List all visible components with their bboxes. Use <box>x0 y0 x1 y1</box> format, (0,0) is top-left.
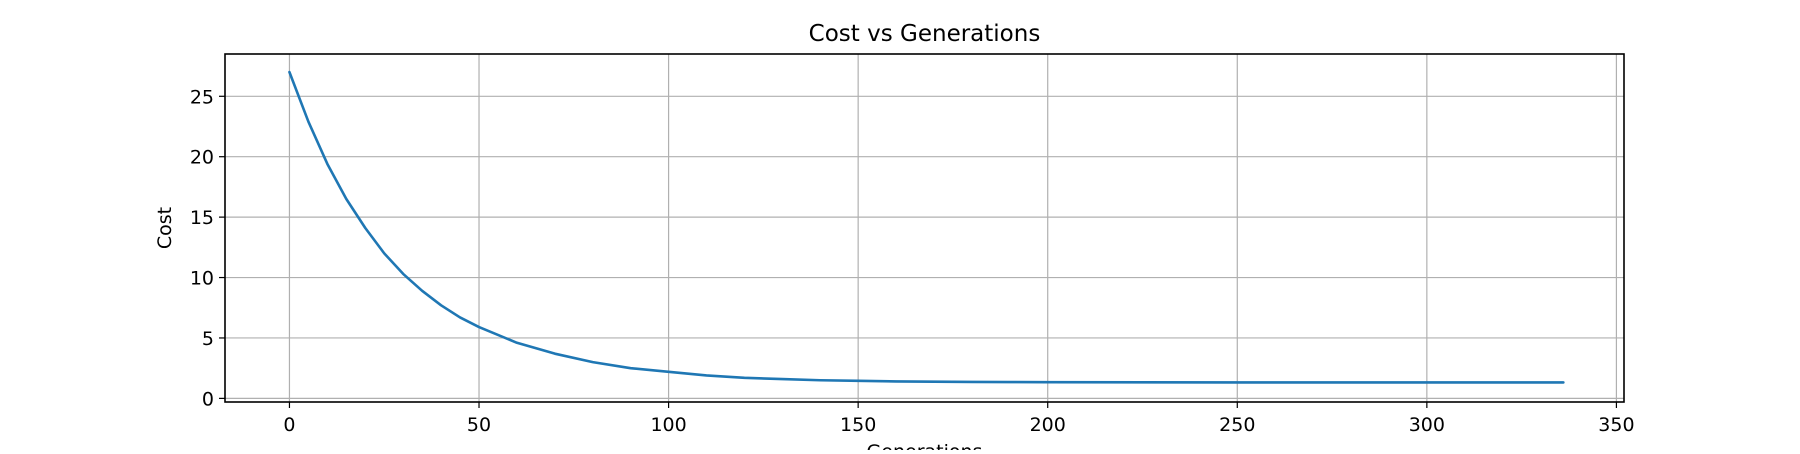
grid <box>225 54 1624 402</box>
x-tick-label-300: 300 <box>1409 414 1445 436</box>
y-tick-label-25: 25 <box>190 86 214 108</box>
x-axis-label: Generations <box>867 441 983 450</box>
y-tick-label-5: 5 <box>202 328 214 350</box>
x-tick-label-150: 150 <box>840 414 876 436</box>
plot-area-frame <box>224 53 1625 403</box>
y-axis-ticks: 0 5 10 15 20 25 <box>190 86 225 410</box>
x-tick-label-200: 200 <box>1030 414 1066 436</box>
y-tick-label-20: 20 <box>190 147 214 169</box>
x-tick-label-100: 100 <box>650 414 686 436</box>
chart-title: Cost vs Generations <box>809 21 1041 47</box>
x-tick-label-50: 50 <box>467 414 491 436</box>
y-axis-label: Cost <box>154 207 176 249</box>
x-axis-ticks: 0 50 100 150 200 250 300 350 <box>283 402 1635 436</box>
y-tick-label-0: 0 <box>202 388 214 410</box>
x-tick-label-350: 350 <box>1598 414 1634 436</box>
x-tick-label-250: 250 <box>1219 414 1255 436</box>
series-layer <box>288 70 1565 384</box>
y-tick-label-10: 10 <box>190 268 214 290</box>
y-tick-label-15: 15 <box>190 207 214 229</box>
x-tick-label-0: 0 <box>283 414 295 436</box>
series-line-0 <box>288 70 1565 384</box>
